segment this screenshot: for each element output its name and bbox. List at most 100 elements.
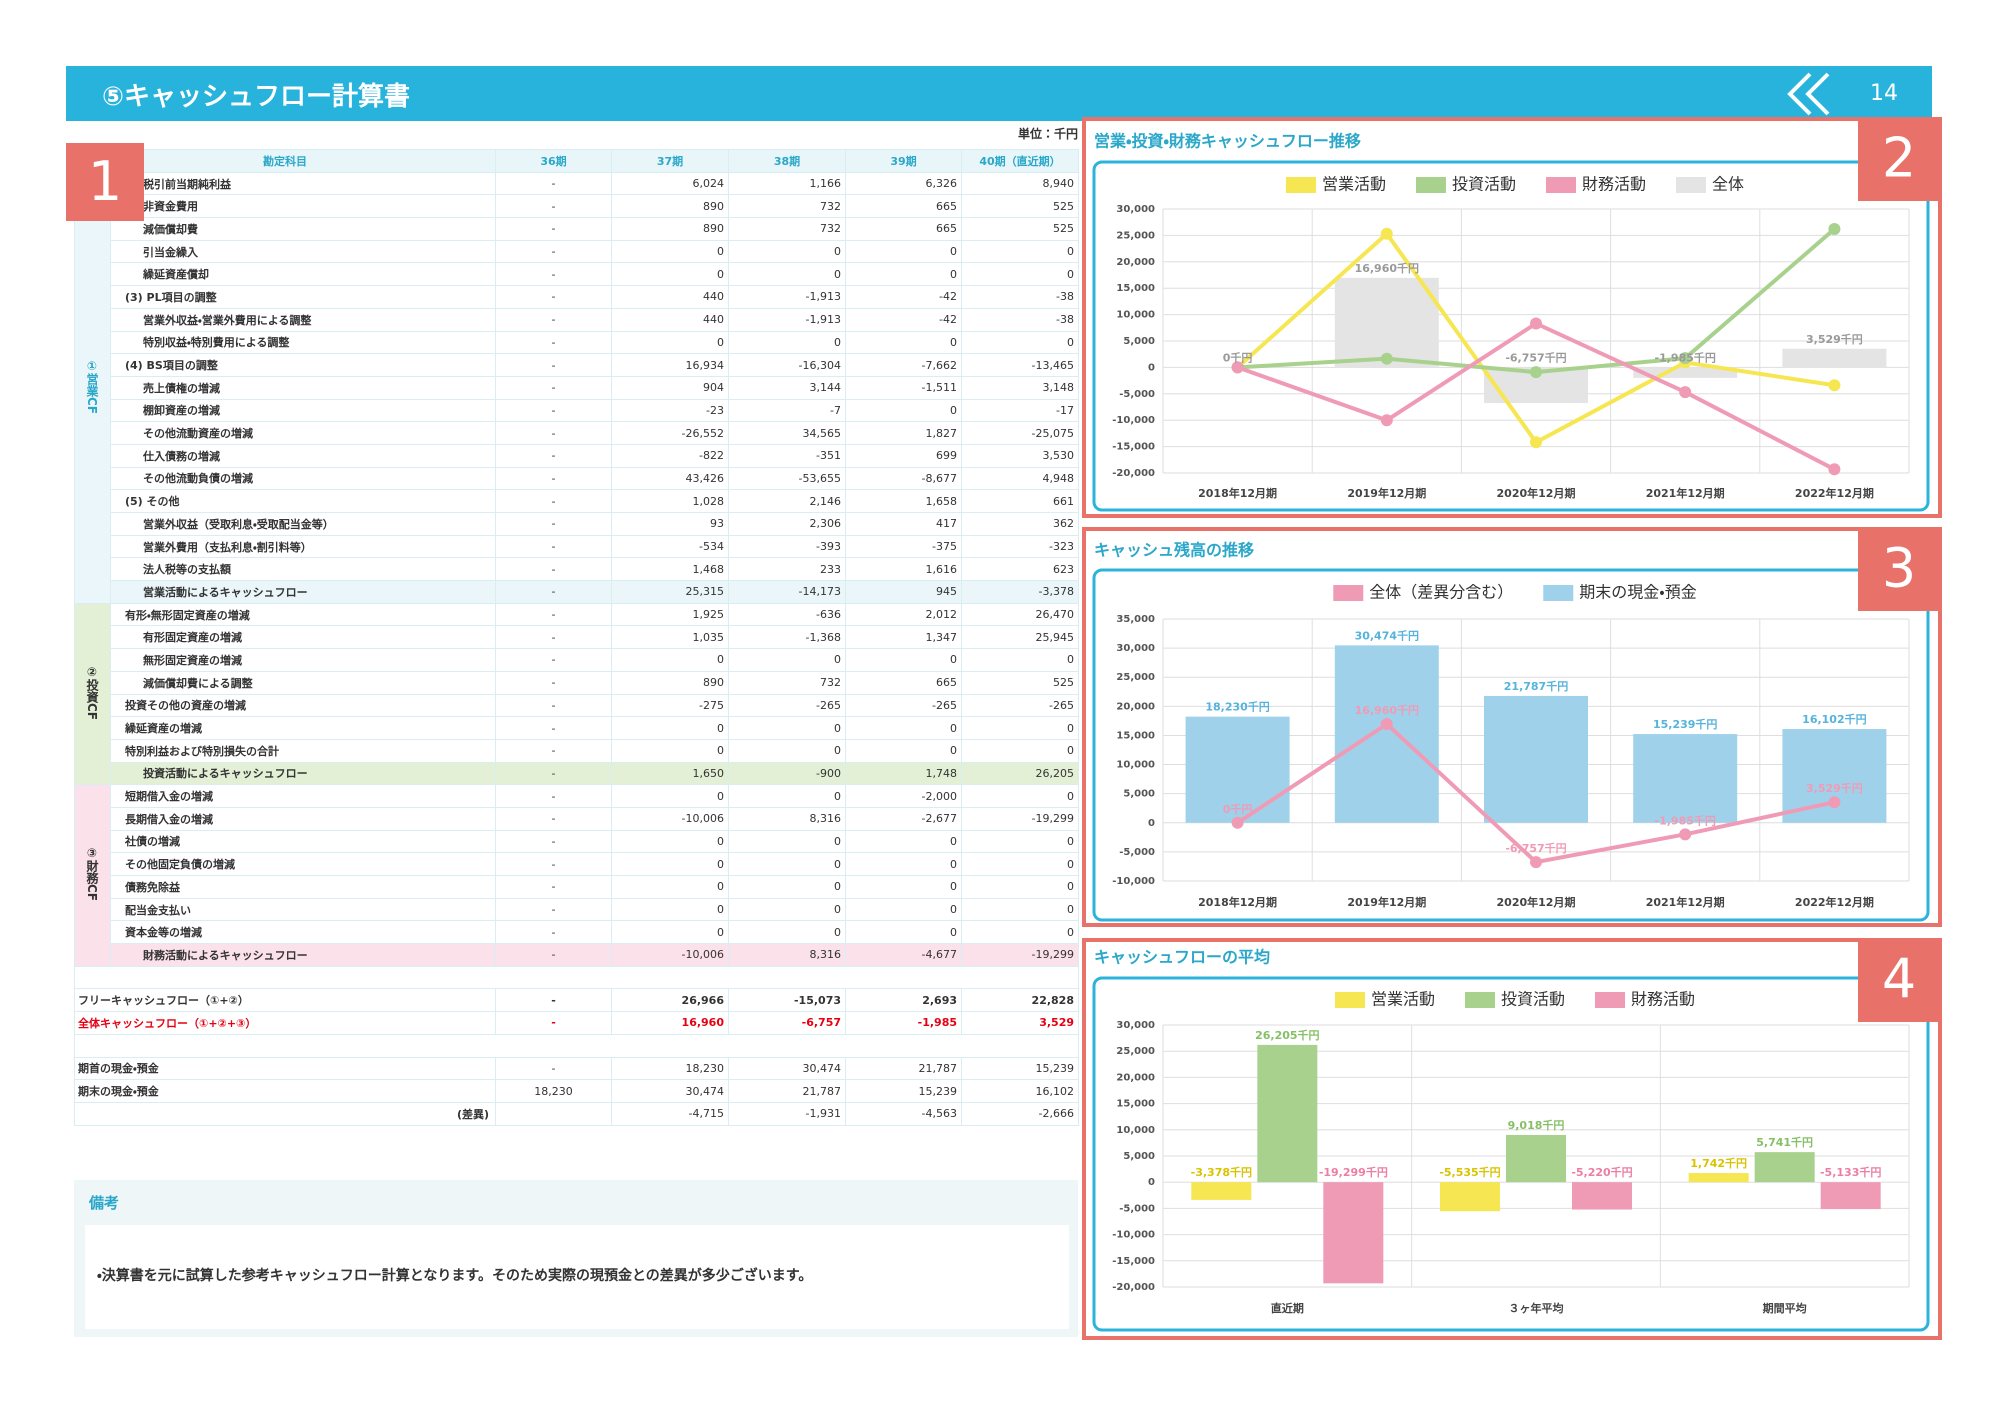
line-marker: [1380, 352, 1393, 365]
data-label: 16,102千円: [1802, 712, 1866, 726]
data-label: 0千円: [1223, 802, 1253, 816]
line-marker: [1530, 366, 1542, 379]
notes-text: ・決算書を元に試算した参考キャッシュフロー計算となります。そのため実際の現預金と…: [97, 1268, 813, 1284]
bar: [1185, 716, 1290, 823]
line-marker: [1828, 223, 1841, 236]
data-label: 0千円: [1223, 350, 1253, 364]
line-marker: [1679, 828, 1692, 841]
cell-value: -323: [961, 534, 1079, 559]
line-marker: [1380, 227, 1393, 240]
cell-value: 8,316: [728, 806, 846, 831]
legend-label: 財務活動: [1582, 175, 1646, 194]
section-label-cell: ①営業CF: [74, 171, 111, 604]
data-label: 21,787千円: [1504, 679, 1568, 693]
cell-value: 665: [845, 670, 962, 695]
row-label: 有形固定資産の増減: [110, 625, 496, 650]
page-title: ⑤キャッシュフロー計算書: [102, 82, 411, 112]
table-row: その他固定負債の増減 -0 0 0 0: [75, 852, 1079, 876]
badge: [1858, 940, 1940, 1022]
bar: [1820, 1182, 1881, 1210]
legend-swatch: [1333, 585, 1364, 601]
section-label: ①営業CF: [85, 358, 99, 414]
section-badge: 1: [66, 143, 144, 221]
section-label: ②投資CF: [85, 664, 99, 720]
y-tick-label: 5,000: [1123, 789, 1155, 800]
bar: [1334, 645, 1439, 823]
line-marker: [1828, 379, 1841, 392]
y-tick-label: -5,000: [1119, 389, 1155, 400]
cell-value: 93: [611, 512, 729, 536]
table-row: (差異) -4,715 -1,931 -4,563 -2,666: [74, 1101, 1079, 1126]
bar: [1440, 1182, 1500, 1212]
data-label: 1,742千円: [1690, 1156, 1747, 1170]
table-row: 非資金費用 -890 732 665 525: [75, 194, 1079, 219]
cell-value: 665: [845, 217, 962, 241]
table-row: 配当金支払い -0 0 0 0: [75, 897, 1079, 922]
cell-value: -1,985: [845, 1011, 962, 1035]
y-tick-label: 25,000: [1116, 230, 1155, 241]
badge: [1858, 119, 1940, 201]
notes-panel: 備考 ・決算書を元に試算した参考キャッシュフロー計算となります。そのため実際の現…: [74, 1180, 1078, 1337]
x-tick-label: 直近期: [1271, 1301, 1304, 1315]
bar: [1688, 1173, 1749, 1183]
data-label: 30,474千円: [1355, 628, 1419, 642]
data-label: -6,757千円: [1505, 350, 1566, 364]
page-number: 14: [1870, 81, 1898, 106]
y-tick-label: 15,000: [1116, 1099, 1155, 1110]
y-tick-label: 10,000: [1116, 760, 1155, 771]
line-marker: [1828, 796, 1841, 809]
cell-value: 16,960: [611, 1011, 729, 1035]
table-row: 特別利益および特別損失の合計 -0 0 0 0: [75, 738, 1079, 763]
x-tick-label: 2022年12月期: [1795, 895, 1874, 909]
legend-swatch: [1285, 177, 1316, 193]
legend-label: 投資活動: [1501, 990, 1565, 1009]
cell-value: -4,563: [845, 1101, 962, 1126]
bar: [1484, 695, 1588, 823]
legend-label: 営業活動: [1371, 990, 1435, 1009]
row-label: 長期借入金の増減: [110, 806, 496, 831]
bar: [1782, 348, 1887, 368]
legend-label: 営業活動: [1322, 175, 1386, 194]
legend-swatch: [1334, 992, 1365, 1008]
row-label: 営業外費用（支払利息・割引料等）: [110, 534, 496, 559]
cell-value: 525: [961, 194, 1079, 219]
y-tick-label: -20,000: [1112, 1282, 1155, 1293]
y-tick-label: -20,000: [1112, 468, 1155, 479]
chevron-icon: [1787, 72, 1830, 116]
data-label: -6,757千円: [1505, 841, 1566, 855]
y-tick-label: -15,000: [1112, 442, 1155, 453]
legend-swatch: [1543, 585, 1574, 601]
y-tick-label: 5,000: [1123, 1151, 1155, 1162]
line-marker: [1828, 463, 1841, 476]
y-tick-label: -15,000: [1112, 1256, 1155, 1267]
table-row: 営業外収益（受取利息・受取配当金等） -93 2,306 417 362: [75, 512, 1079, 536]
table-row: 営業外収益・営業外費用による調整 -440 -1,913 -42 -38: [75, 307, 1079, 332]
notes-title: 備考: [89, 1194, 120, 1212]
data-label: 26,205千円: [1255, 1028, 1319, 1042]
line-marker: [1679, 352, 1692, 365]
x-tick-label: 2020年12月期: [1497, 486, 1576, 500]
y-tick-label: 10,000: [1116, 310, 1155, 321]
badge-number: 4: [1882, 948, 1916, 1011]
data-label: -5,220千円: [1571, 1165, 1632, 1179]
bar: [1572, 1182, 1632, 1210]
y-tick-label: 15,000: [1116, 730, 1155, 741]
cell-value: -1,931: [728, 1101, 846, 1126]
y-tick-label: 30,000: [1116, 1020, 1155, 1031]
legend: 全体（差異分含む） 期末の現金・預金: [1333, 583, 1697, 602]
badge-number: 2: [1882, 127, 1916, 190]
legend-label: 全体（差異分含む）: [1369, 583, 1513, 602]
cell-value: 2,306: [728, 512, 846, 536]
data-label: -5,133千円: [1820, 1165, 1881, 1179]
row-label: (差異): [74, 1101, 496, 1126]
table-row: その他流動負債の増減 -43,426 -53,655 -8,677 4,948: [75, 466, 1079, 491]
cell-value: -8,677: [845, 466, 962, 491]
cell-value: -265: [728, 693, 846, 718]
legend-swatch: [1415, 177, 1446, 193]
bar: [1633, 367, 1738, 378]
table-row: ①営業CF 税引前当期純利益 -6,024 1,166 6,326 8,940: [74, 171, 1079, 604]
column-header: 39期: [845, 149, 962, 173]
cell-value: -14,173: [728, 580, 846, 604]
badge-number: 3: [1882, 537, 1916, 600]
x-tick-label: 2019年12月期: [1347, 486, 1426, 500]
